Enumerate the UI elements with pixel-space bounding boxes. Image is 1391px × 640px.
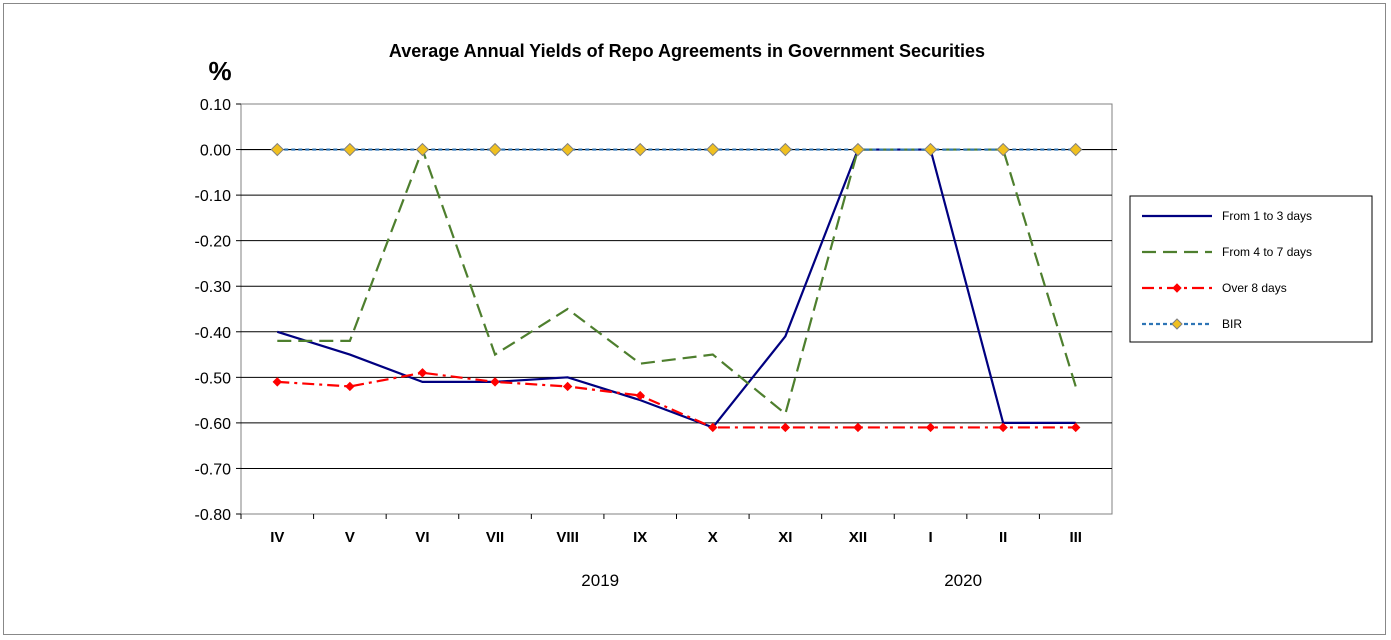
y-axis-unit-label: % xyxy=(208,56,231,86)
legend: From 1 to 3 days From 4 to 7 days Over 8 d… xyxy=(1129,195,1373,343)
y-tick-label: 0.00 xyxy=(200,143,231,160)
data-point-over-8-days xyxy=(635,390,645,401)
y-tick-label: -0.80 xyxy=(195,507,232,524)
plot-area xyxy=(240,103,1113,515)
series-line-from-1-to-3-days xyxy=(276,148,1076,429)
x-tick-label: XII xyxy=(849,529,867,546)
data-point-bir xyxy=(706,142,720,157)
data-point-bir xyxy=(633,142,647,157)
x-tick-label: IX xyxy=(633,529,647,546)
x-tick-label: VII xyxy=(486,529,504,546)
data-point-bir xyxy=(343,142,357,157)
data-point-bir xyxy=(923,142,938,157)
gridlines xyxy=(241,148,1117,469)
data-point-over-8-days xyxy=(780,422,791,433)
series-line-over-8-days xyxy=(277,371,1076,429)
y-tick-label: -0.60 xyxy=(195,416,232,433)
data-point-bir xyxy=(560,142,575,157)
legend-label-bir: BIR xyxy=(1222,317,1242,331)
data-point-over-8-days xyxy=(998,422,1008,433)
data-point-bir xyxy=(778,142,793,157)
data-point-over-8-days xyxy=(853,422,863,433)
data-point-bir xyxy=(1069,142,1083,157)
y-tick-label: 0.10 xyxy=(200,97,231,114)
year-labels: 2019 2020 xyxy=(581,571,982,590)
x-tick-label: VIII xyxy=(556,529,579,546)
y-tick-label: -0.70 xyxy=(195,461,232,478)
y-tick-label: -0.50 xyxy=(195,370,232,387)
x-tick-label: IV xyxy=(270,529,284,546)
data-point-over-8-days xyxy=(272,377,282,387)
y-tick-label: -0.20 xyxy=(195,234,232,251)
data-point-over-8-days xyxy=(345,381,355,392)
legend-box xyxy=(1129,195,1373,343)
year-label: 2019 xyxy=(581,571,619,590)
x-tick-label: III xyxy=(1069,529,1082,546)
x-tick-label: VI xyxy=(415,529,429,546)
y-tick-label: -0.40 xyxy=(195,325,232,342)
legend-label-over-8-days: Over 8 days xyxy=(1222,281,1287,295)
legend-marker xyxy=(1171,318,1183,330)
data-point-over-8-days xyxy=(490,377,500,387)
data-point-bir xyxy=(415,142,430,157)
line-chart: Average Annual Yields of Repo Agreements… xyxy=(195,41,1373,590)
data-point-bir xyxy=(851,142,865,157)
data-point-bir xyxy=(488,142,502,157)
data-point-bir xyxy=(270,142,284,157)
series-from-4-to-7-days xyxy=(277,146,1077,416)
chart-frame: Average Annual Yields of Repo Agreements… xyxy=(3,3,1386,635)
x-tick-label: V xyxy=(345,529,355,546)
data-point-over-8-days xyxy=(417,368,428,378)
legend-label-from-4-to-7-days: From 4 to 7 days xyxy=(1222,245,1312,259)
series-bir xyxy=(270,142,1083,157)
data-point-bir xyxy=(996,142,1010,157)
y-tick-label: -0.10 xyxy=(195,188,232,205)
x-tick-label: II xyxy=(999,529,1007,546)
series-over-8-days xyxy=(272,368,1081,433)
year-label: 2020 xyxy=(944,571,982,590)
series-from-1-to-3-days xyxy=(276,148,1076,429)
y-axis-ticks: 0.10 0.00 -0.10 -0.20 -0.30 -0.40 -0.50 -0.60 -0… xyxy=(195,97,241,524)
x-axis-ticks: IV V VI VII VIII IX X XI XII I II III xyxy=(240,514,1082,546)
data-point-over-8-days xyxy=(1071,422,1081,433)
x-tick-label: XI xyxy=(778,529,792,546)
series-lines xyxy=(270,142,1083,433)
x-tick-label: I xyxy=(928,529,932,546)
legend-label-from-1-to-3-days: From 1 to 3 days xyxy=(1222,209,1312,223)
data-point-over-8-days xyxy=(562,381,573,392)
data-point-over-8-days xyxy=(925,422,936,433)
series-line-from-4-to-7-days xyxy=(277,146,1077,416)
x-tick-label: X xyxy=(708,529,718,546)
y-tick-label: -0.30 xyxy=(195,279,232,296)
legend-marker xyxy=(1172,283,1182,293)
chart-title: Average Annual Yields of Repo Agreements… xyxy=(389,41,985,61)
data-point-over-8-days xyxy=(708,422,718,433)
